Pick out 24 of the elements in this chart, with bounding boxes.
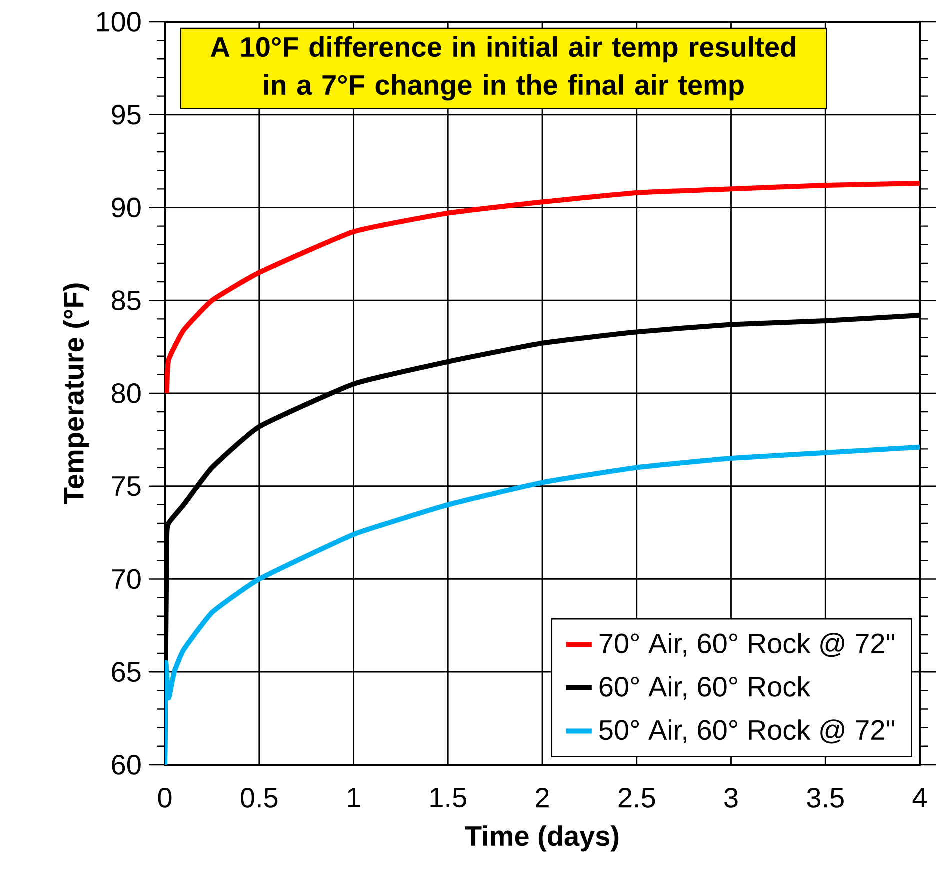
legend-label: 70° Air, 60° Rock @ 72" [600,632,894,658]
x-tick-label: 2.5 [618,788,656,808]
legend-label: 60° Air, 60° Rock [600,676,811,700]
y-tick-label: 80 [112,384,141,404]
y-tick-label: 75 [112,476,141,496]
x-tick-label: 2 [536,788,549,808]
y-tick-label: 70 [112,569,141,590]
x-tick-label: 0.5 [241,788,278,808]
y-tick-label: 90 [112,198,141,218]
y-tick-label: 100 [97,12,141,32]
y-axis-title: Temperature (°F) [63,284,90,504]
x-axis-title: Time (days) [465,826,619,852]
x-tick-label: 1.5 [430,788,466,808]
x-tick-label: 0 [158,788,172,808]
x-tick-label: 3.5 [807,788,844,808]
legend-label: 50° Air, 60° Rock @ 72" [600,720,894,744]
x-tick-label: 4 [912,788,927,808]
y-tick-label: 60 [112,755,141,775]
y-tick-label: 65 [112,662,141,682]
x-tick-label: 1 [348,788,360,808]
x-tick-label: 3 [724,788,738,808]
y-tick-label: 85 [112,290,141,311]
y-tick-label: 95 [112,104,141,125]
annotation: A 10°F difference in initial air temp resulted in a 7°F change in the final air temp [210,36,796,101]
